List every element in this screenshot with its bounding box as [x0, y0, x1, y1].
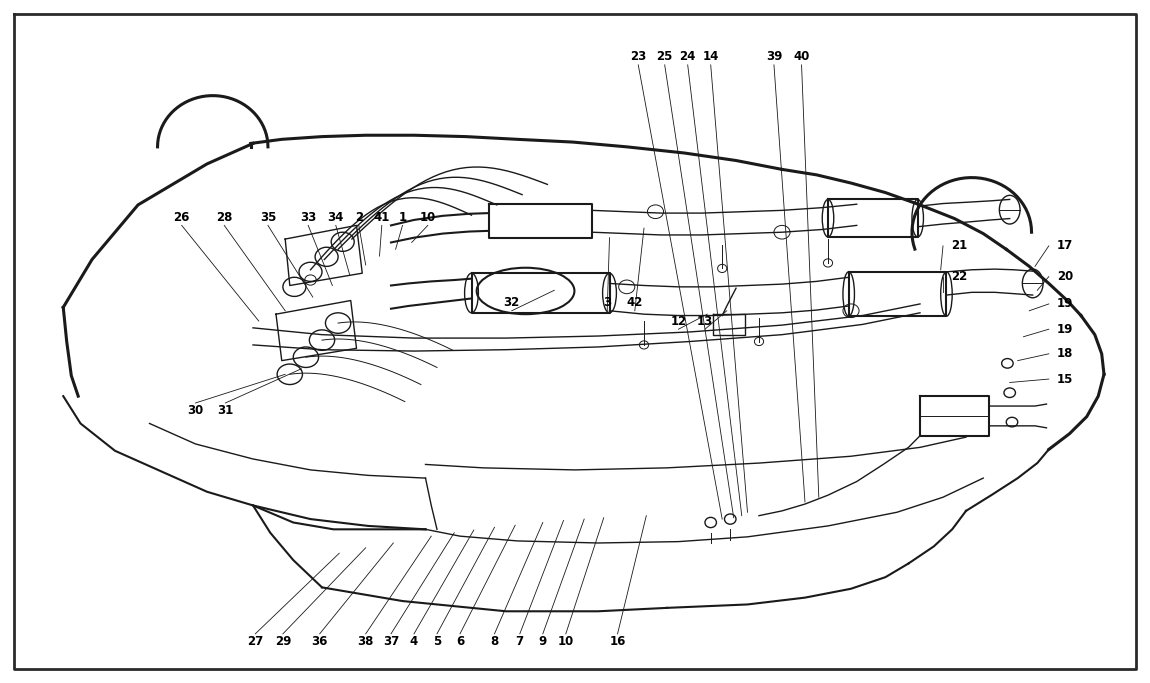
Text: 10: 10 — [558, 635, 574, 648]
Text: 32: 32 — [504, 296, 520, 309]
Text: 37: 37 — [383, 635, 399, 648]
Text: 27: 27 — [247, 635, 263, 648]
Text: 36: 36 — [312, 635, 328, 648]
Text: 30: 30 — [187, 404, 204, 417]
Text: 33: 33 — [300, 211, 316, 224]
Text: 26: 26 — [174, 211, 190, 224]
Text: 23: 23 — [630, 51, 646, 64]
Text: 35: 35 — [260, 211, 276, 224]
Text: 34: 34 — [328, 211, 344, 224]
Text: 7: 7 — [515, 635, 524, 648]
Text: 24: 24 — [680, 51, 696, 64]
Text: 22: 22 — [951, 270, 967, 283]
Text: 20: 20 — [1057, 270, 1073, 283]
Text: 4: 4 — [409, 635, 419, 648]
Text: 19: 19 — [1057, 322, 1073, 336]
Text: 14: 14 — [703, 51, 719, 64]
Text: 41: 41 — [374, 211, 390, 224]
Text: 19: 19 — [1057, 297, 1073, 311]
Text: 6: 6 — [455, 635, 465, 648]
Text: 2: 2 — [354, 211, 363, 224]
Text: 9: 9 — [538, 635, 547, 648]
Text: 13: 13 — [697, 315, 713, 328]
Text: 5: 5 — [432, 635, 442, 648]
Text: 42: 42 — [627, 296, 643, 309]
Text: 8: 8 — [490, 635, 499, 648]
Text: 21: 21 — [951, 239, 967, 253]
Text: 31: 31 — [217, 404, 233, 417]
Text: 16: 16 — [610, 635, 626, 648]
Text: 28: 28 — [216, 211, 232, 224]
Text: 1: 1 — [398, 211, 407, 224]
Text: 3: 3 — [603, 296, 612, 309]
Text: 18: 18 — [1057, 347, 1073, 361]
Text: 25: 25 — [657, 51, 673, 64]
Text: 17: 17 — [1057, 239, 1073, 253]
Text: 10: 10 — [420, 211, 436, 224]
Text: 12: 12 — [670, 315, 687, 328]
Text: 15: 15 — [1057, 372, 1073, 386]
Text: 40: 40 — [793, 51, 810, 64]
Text: 39: 39 — [766, 51, 782, 64]
Text: 29: 29 — [275, 635, 291, 648]
Text: 38: 38 — [358, 635, 374, 648]
